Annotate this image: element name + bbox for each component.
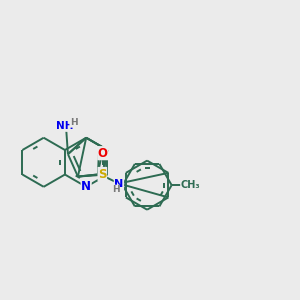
Text: H: H (70, 118, 77, 127)
Text: O: O (98, 147, 108, 160)
Text: CH₃: CH₃ (181, 180, 200, 190)
Text: NH: NH (56, 121, 74, 131)
Text: H: H (112, 185, 119, 194)
Text: S: S (98, 167, 106, 181)
Text: N: N (114, 179, 124, 189)
Text: N: N (81, 180, 91, 193)
